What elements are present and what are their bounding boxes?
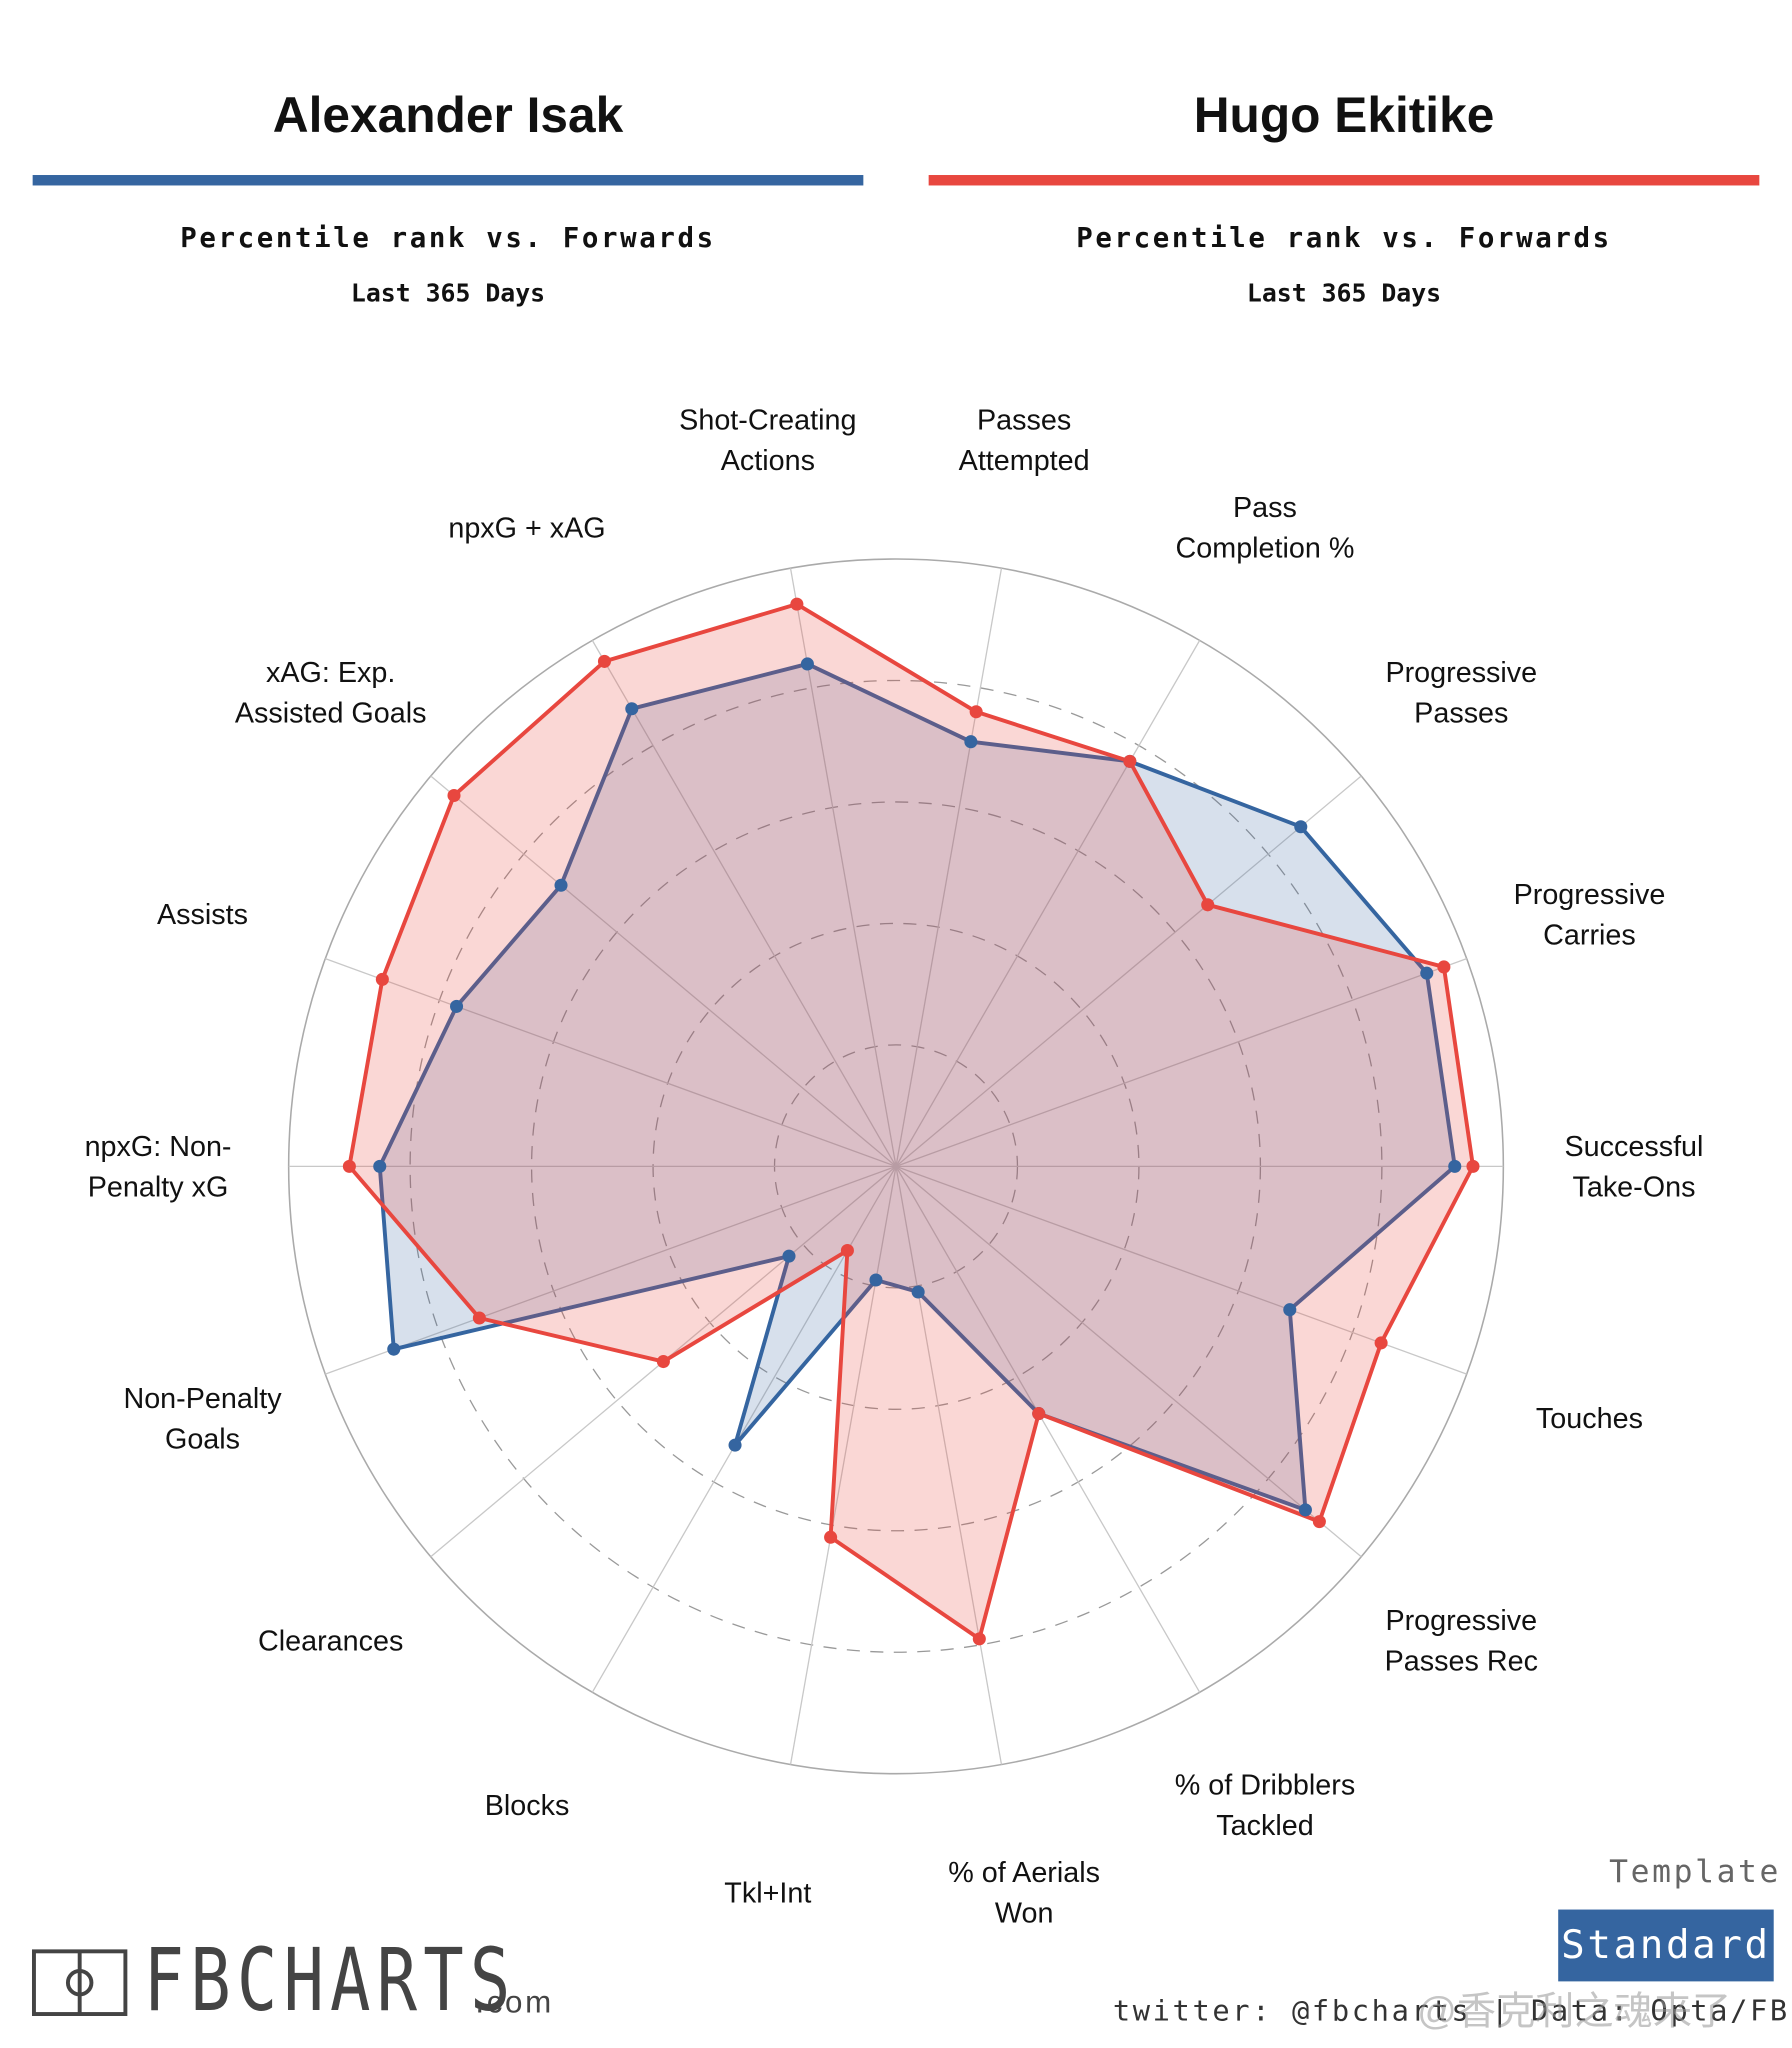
category-label: Successful Take-Ons [1564,1129,1704,1203]
data-point [1294,820,1308,834]
category-label: Assists [157,897,249,931]
data-point [656,1355,670,1369]
data-point [373,1159,387,1173]
player-name: Alexander Isak [272,88,624,144]
watermark: @香克利之魂来了 [1417,1990,1732,2034]
data-point [1466,1159,1480,1173]
template: Standard [1558,1909,1774,1982]
spoke [430,775,897,1167]
brand: FBCHARTS [143,1930,517,2032]
data-point [728,1438,742,1452]
category-label: Tkl+Int [724,1876,812,1910]
data-point [342,1159,356,1173]
category-label: Progressive Passes Rec [1384,1604,1538,1678]
category-label: xAG: Exp. Assisted Goals [234,655,427,729]
data-point [1298,1503,1312,1517]
data-point [597,654,612,668]
data-point [450,999,464,1013]
data-point [1123,754,1137,768]
spoke [895,775,1362,1167]
data-point [1374,1336,1388,1350]
credit: twitter: @fbcharts | Data: Opta/FBref [1112,1995,1792,2029]
spoke [895,958,1467,1167]
logo-icon [31,1949,128,2016]
data-point [1437,960,1451,974]
data-point [790,597,804,611]
player-name: Hugo Ekitike [1193,88,1495,144]
data-point [911,1285,925,1299]
data-point [824,1530,838,1544]
category-label: Passes Attempted [958,403,1090,477]
spoke [895,1165,1467,1375]
spoke [895,640,1201,1167]
category-label: npxG + xAG [448,510,606,544]
player-bar [928,175,1760,186]
template-label: Template [1609,1853,1782,1890]
brand-suffix: .com [475,1985,554,2021]
category-label: Pass Completion % [1175,490,1355,564]
data-point [625,702,639,716]
spoke [591,640,897,1167]
data-point [1032,1407,1046,1421]
data-point [1312,1515,1326,1529]
spoke [789,1166,897,1765]
period: Last 365 Days [350,279,546,309]
spoke [895,1166,1201,1693]
data-point [840,1243,854,1258]
category-label: % of Aerials Won [948,1856,1100,1930]
data-point [554,878,568,892]
spoke [325,958,897,1167]
data-point [447,788,461,803]
data-point [375,972,389,986]
data-point [1420,966,1434,980]
period: Last 365 Days [1246,279,1442,309]
spoke [895,568,1003,1167]
data-point [782,1249,796,1263]
category-label: Clearances [257,1624,404,1658]
category-label: Progressive Carries [1513,877,1666,951]
data-point [1283,1303,1297,1317]
category-label: Non-Penalty Goals [123,1382,282,1456]
data-point [964,735,978,749]
category-label: Progressive Passes [1385,655,1538,729]
player-bar [32,175,864,186]
data-point [1201,898,1215,912]
spoke [895,1165,1362,1558]
data-point [1448,1159,1462,1173]
category-label: % of Dribblers Tackled [1174,1768,1356,1843]
subtitle: Percentile rank vs. Forwards [1076,222,1612,254]
data-point [969,705,983,719]
spoke [325,1165,897,1375]
category-label: Touches [1535,1402,1643,1436]
category-label: Shot-Creating Actions [679,403,857,477]
data-point [972,1632,986,1646]
data-point [472,1311,486,1325]
data-point [387,1342,401,1356]
category-label: npxG: Non- Penalty xG [84,1129,232,1203]
data-point [869,1273,883,1287]
spoke [895,1166,1003,1765]
data-point [800,657,814,671]
category-label: Blocks [484,1789,570,1822]
subtitle: Percentile rank vs. Forwards [180,222,716,254]
